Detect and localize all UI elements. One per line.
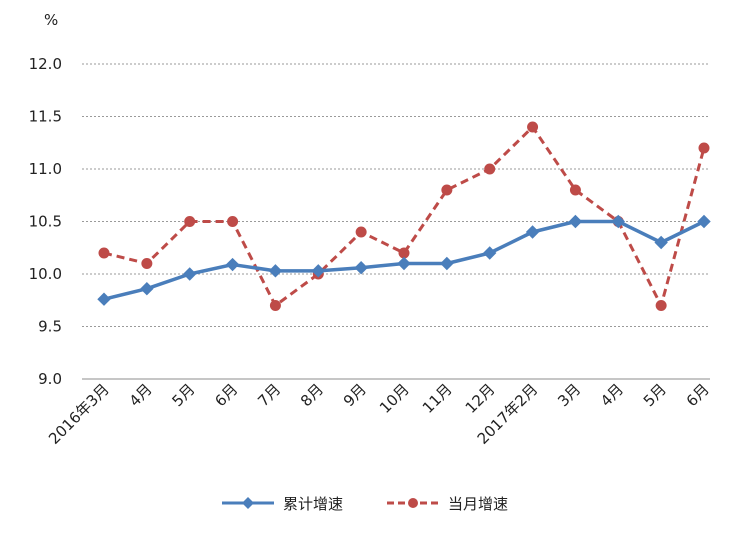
x-tick-label: 6月: [683, 380, 713, 410]
y-tick-label: 10.5: [29, 213, 62, 231]
legend-label: 当月增速: [448, 495, 508, 513]
y-tick-label: 9.5: [38, 318, 62, 336]
data-point: [655, 300, 667, 311]
legend-marker: [408, 498, 418, 508]
x-tick-label: 9月: [340, 380, 370, 410]
data-point: [654, 235, 668, 250]
data-point: [269, 300, 281, 311]
legend: 累计增速 当月增速: [222, 495, 508, 513]
x-tick-label: 3月: [554, 380, 584, 410]
data-point: [525, 225, 540, 239]
data-point: [184, 216, 196, 227]
x-tick-label: 5月: [168, 380, 198, 410]
x-tick-label: 12月: [462, 380, 499, 417]
legend-item: 当月增速: [387, 495, 508, 513]
y-axis-ticks: 9.0 9.5 10.0 10.5 11.0 11.5 12.0: [29, 55, 62, 388]
data-point: [483, 246, 497, 260]
data-point: [355, 226, 367, 238]
data-point: [697, 214, 711, 229]
x-tick-label: 2016年3月: [45, 380, 113, 448]
data-point: [98, 247, 110, 259]
data-point: [441, 184, 453, 196]
x-tick-label: 10月: [376, 380, 413, 417]
data-point: [225, 257, 240, 272]
series-layer: [97, 121, 711, 311]
data-point: [698, 142, 710, 154]
data-point: [141, 258, 153, 269]
legend-marker: [242, 497, 254, 509]
data-point: [183, 267, 197, 281]
series-0: [97, 214, 711, 306]
x-tick-label: 7月: [254, 380, 284, 410]
data-point: [440, 256, 454, 271]
legend-item: 累计增速: [222, 495, 343, 513]
y-tick-label: 11.5: [29, 108, 62, 126]
y-tick-label: 10.0: [29, 265, 62, 283]
data-point: [97, 292, 111, 306]
data-point: [569, 184, 581, 196]
y-axis-unit: %: [44, 11, 58, 29]
data-point: [611, 214, 625, 229]
data-point: [311, 264, 325, 278]
data-point: [227, 216, 239, 227]
y-tick-label: 12.0: [29, 55, 62, 73]
x-tick-label: 11月: [419, 380, 456, 417]
x-tick-label: 4月: [597, 380, 627, 410]
series-line: [103, 125, 706, 307]
data-point: [354, 260, 368, 275]
data-point: [398, 247, 410, 259]
legend-label: 累计增速: [283, 495, 343, 513]
data-point: [397, 256, 411, 271]
data-point: [268, 264, 283, 278]
data-point: [527, 121, 539, 133]
y-tick-label: 11.0: [29, 160, 62, 178]
data-point: [484, 163, 496, 175]
data-point: [140, 281, 154, 296]
x-tick-label: 6月: [211, 380, 241, 410]
x-tick-label: 5月: [640, 380, 670, 410]
x-tick-label: 8月: [297, 380, 327, 410]
x-tick-label: 4月: [126, 380, 156, 410]
data-point: [568, 214, 583, 229]
y-tick-label: 9.0: [38, 370, 62, 388]
